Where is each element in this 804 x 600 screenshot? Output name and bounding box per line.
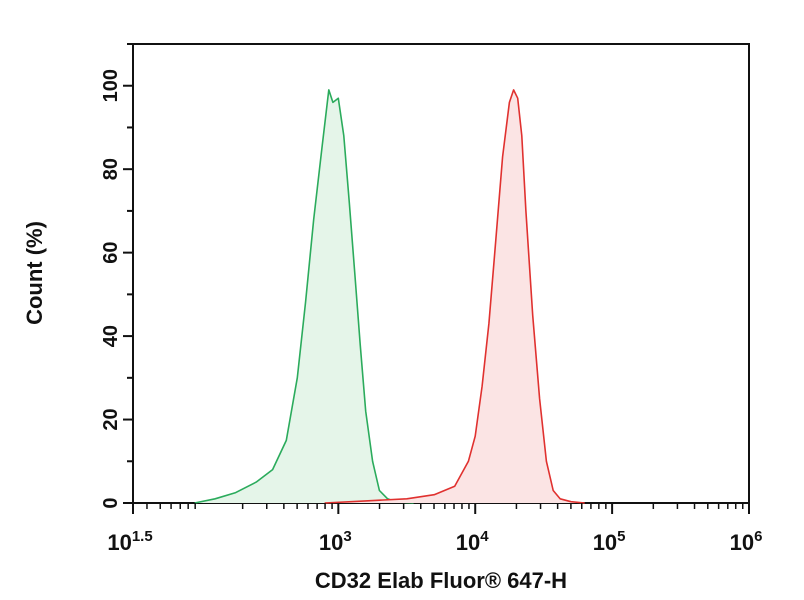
series-0-area (194, 89, 414, 504)
y-tick-label: 80 (100, 158, 122, 180)
y-tick-label: 100 (100, 69, 122, 102)
series-1-line (324, 89, 585, 504)
y-axis-title: Count (%) (22, 221, 47, 325)
x-tick-label: 105 (593, 528, 626, 555)
series-1-area (324, 89, 585, 504)
y-tick-label: 20 (100, 408, 122, 430)
x-axis-title: CD32 Elab Fluor® 647-H (315, 568, 567, 593)
y-tick-label: 40 (100, 325, 122, 347)
x-axis: 101.5 103 104 105 106 (107, 503, 762, 555)
x-tick-label: 101.5 (107, 528, 152, 555)
y-axis: 0 20 40 60 80 100 (100, 43, 133, 509)
series-layer (194, 89, 585, 504)
x-tick-label: 104 (456, 528, 489, 555)
x-tick-label: 103 (319, 528, 352, 555)
plot-frame (132, 43, 750, 504)
y-tick-label: 60 (100, 242, 122, 264)
series-0-line (194, 89, 414, 504)
y-tick-label: 0 (100, 497, 122, 508)
x-tick-label: 106 (730, 528, 763, 555)
